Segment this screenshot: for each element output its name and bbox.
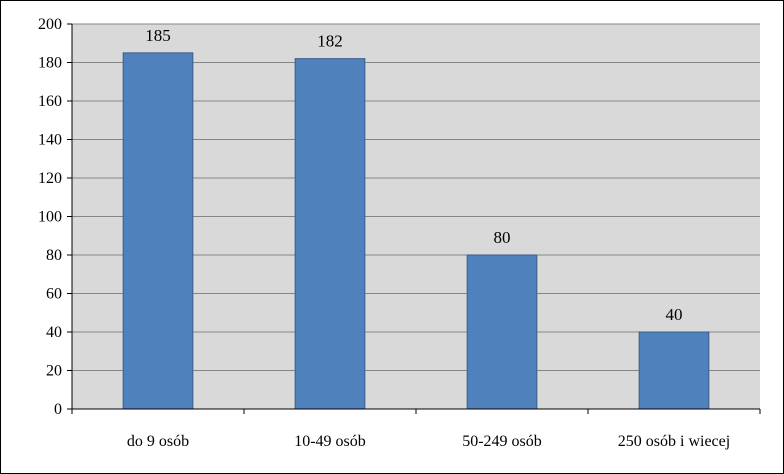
y-tick-label: 40: [46, 324, 62, 341]
y-tick-label: 160: [38, 93, 62, 110]
data-label: 182: [317, 32, 343, 51]
y-tick-label: 60: [46, 286, 62, 303]
x-tick-label: 250 osób i wiecej: [618, 433, 730, 450]
x-tick-label: do 9 osób: [127, 433, 189, 450]
bars: 185 182 80 40: [122, 26, 710, 410]
bar: [122, 52, 194, 410]
y-tick-label: 80: [46, 247, 62, 264]
x-axis: do 9 osób 10-49 osób 50-249 osób 250 osób i…: [71, 408, 761, 450]
y-tick-label: 120: [38, 170, 62, 187]
bar: [466, 254, 538, 410]
y-tick-label: 140: [38, 132, 62, 149]
data-label: 40: [666, 305, 683, 324]
y-tick-label: 20: [46, 363, 62, 380]
x-tick-label: 10-49 osób: [294, 433, 366, 450]
y-tick-label: 100: [38, 209, 62, 226]
y-tick-label: 180: [38, 55, 62, 72]
y-tick-label: 200: [38, 16, 62, 33]
data-label: 185: [145, 26, 171, 45]
bar: [294, 58, 366, 410]
x-tick-label: 50-249 osób: [462, 433, 542, 450]
y-axis: 0 20 40 60 80 100 120 140 160 180 200: [38, 16, 73, 418]
bar: [638, 331, 710, 410]
data-label: 80: [494, 228, 511, 247]
y-tick-label: 0: [54, 401, 62, 418]
